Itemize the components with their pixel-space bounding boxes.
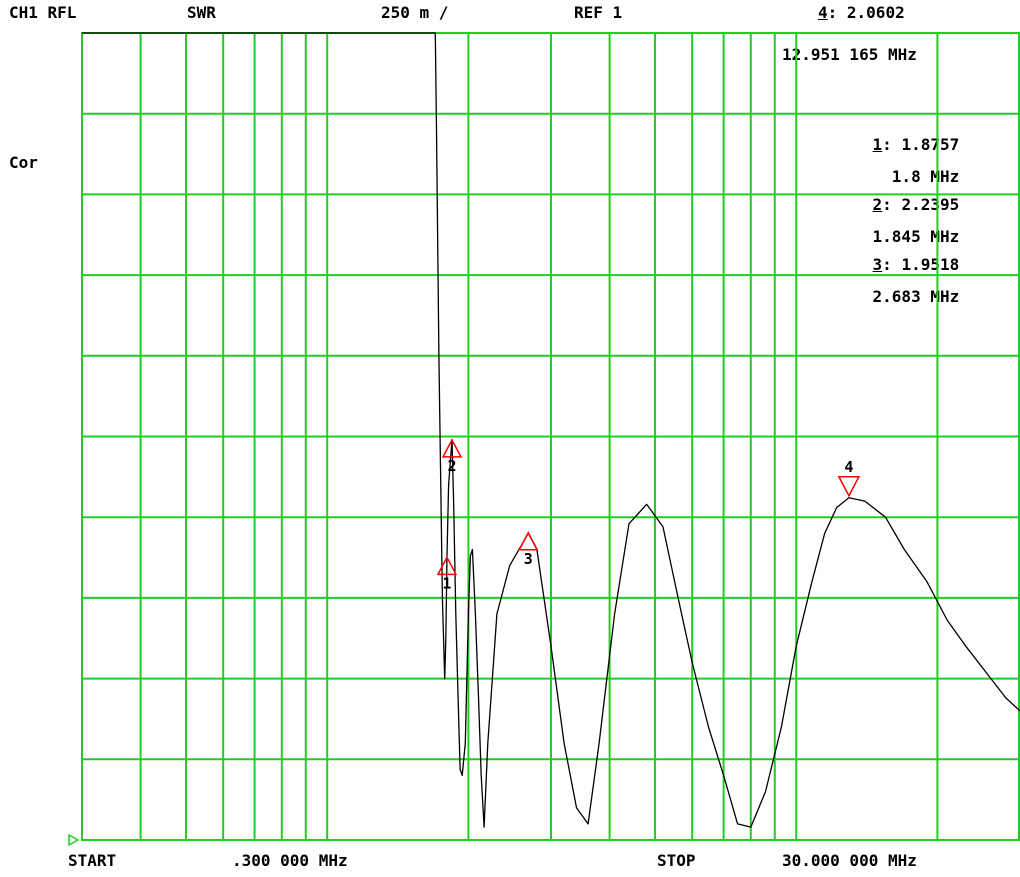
correction-indicator: Cor <box>9 153 38 172</box>
active-marker-value: 2.0602 <box>846 3 905 22</box>
reference-label: REF 1 <box>574 3 623 22</box>
reference-level-indicator <box>68 833 80 847</box>
marker-3-label: 3 <box>524 550 533 568</box>
marker-readout-1-value: 1.8757 <box>901 135 960 154</box>
marker-readout-2-separator: : <box>882 195 902 214</box>
marker-readout-2: 2: 2.2395 1.845 MHz <box>834 181 960 277</box>
marker-2-triangle <box>441 438 463 458</box>
grid-layer <box>81 32 1020 841</box>
marker-1-triangle <box>436 555 458 576</box>
marker-4-label: 4 <box>844 458 853 476</box>
marker-3: 3 <box>518 531 539 568</box>
marker-readout-2-index: 2 <box>872 195 883 214</box>
marker-layer: 1 2 3 4 <box>436 438 861 592</box>
marker-readout-1-index: 1 <box>872 135 883 154</box>
marker-1-label: 1 <box>442 574 451 592</box>
marker-readout-1-separator: : <box>882 135 902 154</box>
reference-indicator-layer <box>68 833 80 847</box>
active-marker-index: 4 <box>818 3 828 22</box>
swr-trace-0 <box>82 32 1020 828</box>
marker-readout-3-index: 3 <box>872 255 883 274</box>
marker-1: 1 <box>436 555 458 592</box>
active-marker-separator: : <box>827 3 847 22</box>
scale-label: 250 m / <box>381 3 449 22</box>
marker-2: 2 <box>441 438 463 475</box>
start-frequency: .300 000 MHz <box>232 851 348 870</box>
marker-readout-3-value: 1.9518 <box>901 255 960 274</box>
marker-4: 4 <box>837 458 861 498</box>
marker-4-triangle <box>837 476 861 498</box>
start-label: START <box>68 851 117 870</box>
stop-frequency: 30.000 000 MHz <box>782 851 917 870</box>
trace-layer <box>82 32 1020 828</box>
format-label: SWR <box>187 3 216 22</box>
marker-readout-2-value: 2.2395 <box>901 195 960 214</box>
stop-label: STOP <box>657 851 696 870</box>
channel-label: CH1 RFL <box>9 3 77 22</box>
marker-readout-3-separator: : <box>882 255 902 274</box>
active-marker-readout: 4: 2.0602 <box>818 4 905 22</box>
marker-3-triangle <box>518 531 539 551</box>
marker-2-label: 2 <box>447 457 456 475</box>
